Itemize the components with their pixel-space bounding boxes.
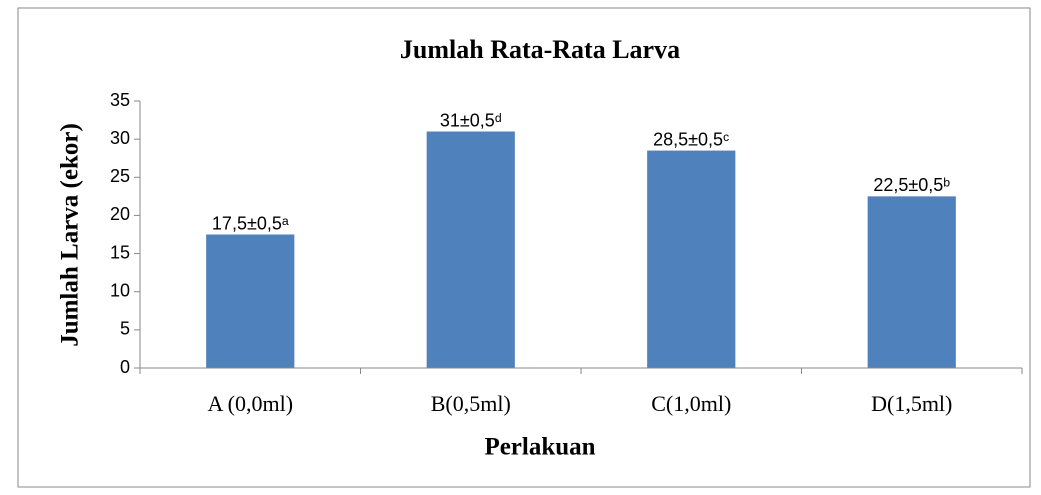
y-tick-label: 30: [110, 128, 130, 148]
x-tick-label: A (0,0ml): [207, 391, 293, 416]
y-tick-label: 35: [110, 90, 130, 110]
x-axis-label: Perlakuan: [484, 434, 595, 461]
y-tick-label: 5: [120, 319, 130, 339]
y-axis-label: Jumlah Larva (ekor): [57, 123, 84, 347]
y-tick-label: 0: [120, 357, 130, 377]
y-tick-label: 15: [110, 242, 130, 262]
bar: [647, 150, 736, 368]
value-label: 28,5±0,5ᶜ: [653, 129, 729, 149]
value-label: 22,5±0,5ᵇ: [873, 175, 950, 195]
y-tick-label: 10: [110, 280, 130, 300]
y-tick-label: 25: [110, 166, 130, 186]
bar: [206, 234, 295, 368]
y-tick-label: 20: [110, 204, 130, 224]
value-label: 17,5±0,5ᵃ: [212, 213, 289, 233]
chart-title: Jumlah Rata-Rata Larva: [400, 35, 680, 64]
chart-border: [17, 7, 1031, 488]
value-label: 31±0,5ᵈ: [440, 110, 502, 130]
x-tick-label: D(1,5ml): [871, 391, 952, 416]
x-tick-label: C(1,0ml): [651, 391, 731, 416]
bar: [426, 131, 515, 368]
x-tick-label: B(0,5ml): [431, 391, 511, 416]
bar: [867, 196, 956, 368]
